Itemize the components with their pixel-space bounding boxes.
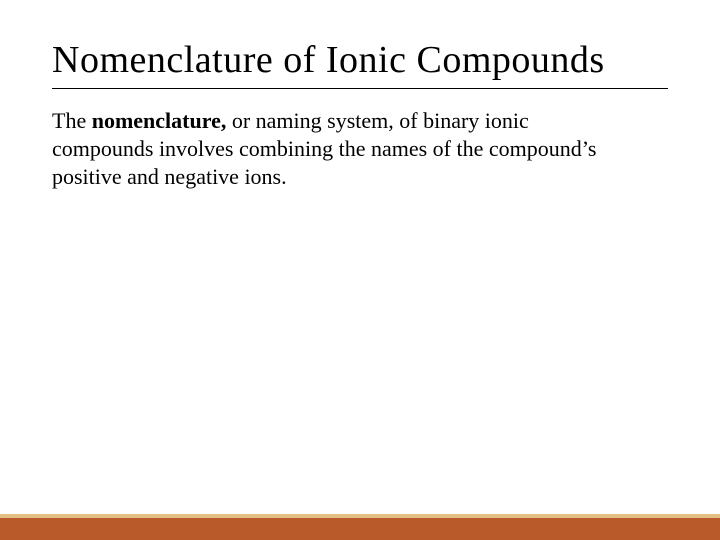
- body-bold-term: nomenclature,: [92, 108, 227, 133]
- footer-bar: [0, 514, 720, 540]
- footer-accent-thick: [0, 518, 720, 540]
- slide-container: Nomenclature of Ionic Compounds The nome…: [0, 0, 720, 540]
- slide-body: The nomenclature, or naming system, of b…: [52, 107, 612, 191]
- slide-title: Nomenclature of Ionic Compounds: [52, 38, 668, 89]
- body-prefix: The: [52, 108, 92, 133]
